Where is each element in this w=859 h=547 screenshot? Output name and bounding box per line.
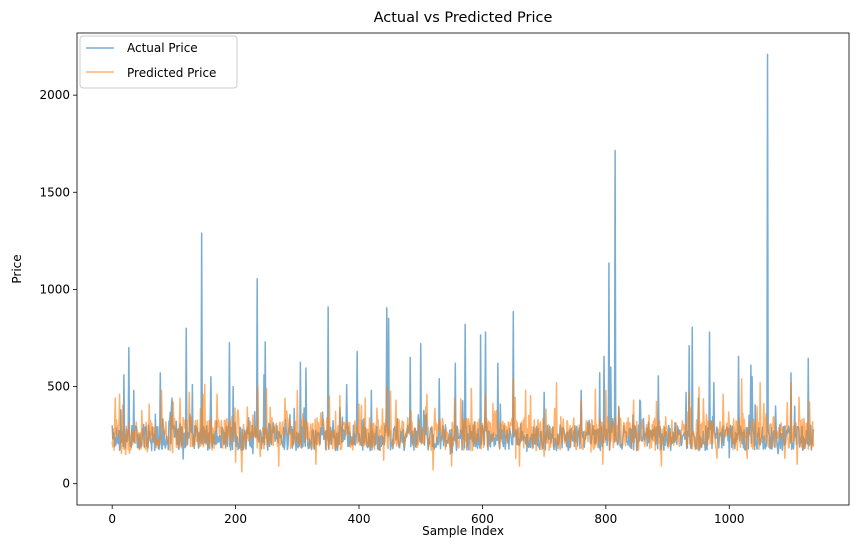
x-axis: 0 200 400 600 800 1000 <box>108 505 745 526</box>
y-tick-label: 2000 <box>39 88 70 102</box>
y-tick-label: 1500 <box>39 185 70 199</box>
y-tick-label: 0 <box>62 477 70 491</box>
series-layer <box>111 53 815 473</box>
series-line-predicted-price <box>111 377 815 473</box>
plot-frame <box>76 32 850 506</box>
x-tick-label: 600 <box>471 512 494 526</box>
y-tick-label: 500 <box>47 380 70 394</box>
x-tick-label: 400 <box>348 512 371 526</box>
y-axis: 0 500 1000 1500 2000 <box>39 88 77 491</box>
x-axis-title: Sample Index <box>422 524 504 538</box>
y-axis-title: Price <box>10 254 24 283</box>
chart-title: Actual vs Predicted Price <box>374 10 553 26</box>
x-tick-label: 800 <box>594 512 617 526</box>
legend: Actual Price Predicted Price <box>79 35 238 89</box>
x-tick-label: 0 <box>108 512 116 526</box>
y-tick-label: 1000 <box>39 282 70 296</box>
legend-frame <box>79 35 238 89</box>
legend-label-actual: Actual Price <box>127 41 198 55</box>
x-tick-label: 200 <box>224 512 247 526</box>
legend-label-predicted: Predicted Price <box>127 66 216 80</box>
x-tick-label: 1000 <box>714 512 745 526</box>
